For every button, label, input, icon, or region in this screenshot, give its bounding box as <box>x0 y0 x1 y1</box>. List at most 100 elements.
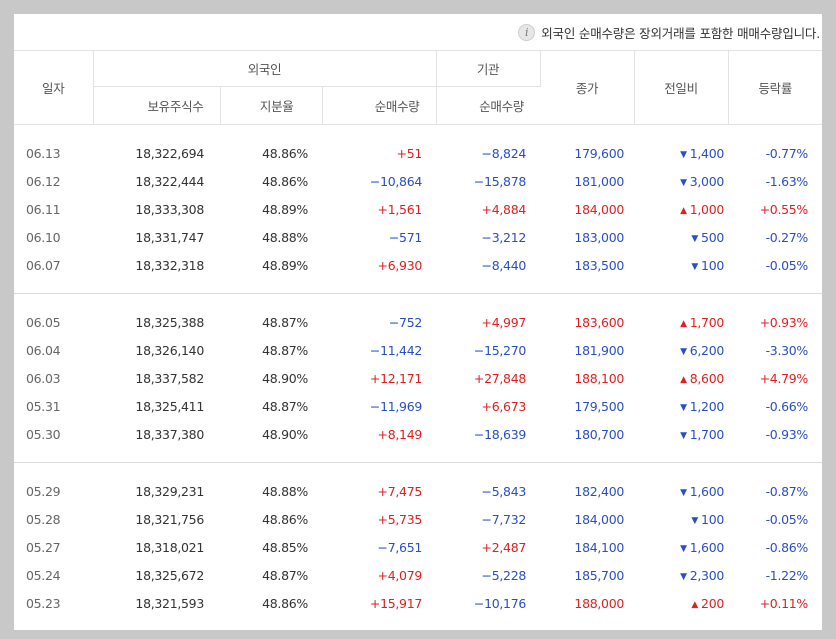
cell-holdings: 18,322,444 <box>135 173 204 189</box>
cell-share: 48.88% <box>262 229 308 245</box>
cell-inst-net: +4,884 <box>481 201 527 217</box>
cell-date: 05.30 <box>26 426 61 442</box>
cell-close: 179,500 <box>574 398 625 414</box>
cell-share: 48.87% <box>262 314 308 330</box>
cell-foreign-net: +15,917 <box>369 595 423 611</box>
cell-rate: +0.93% <box>759 314 809 330</box>
cell-close: 184,000 <box>574 511 625 527</box>
cell-inst-net: −8,440 <box>481 257 527 273</box>
cell-rate: -1.63% <box>765 173 809 189</box>
cell-close: 181,000 <box>574 173 625 189</box>
triangle-down-icon: ▼ <box>680 571 687 582</box>
table-row: 05.27 18,318,021 48.85% −7,651 +2,487 184,100… <box>14 533 822 561</box>
cell-close: 183,600 <box>574 314 625 330</box>
cell-rate: -0.66% <box>765 398 809 414</box>
cell-close: 188,000 <box>574 595 625 611</box>
header-institution: 기관 <box>436 50 541 87</box>
change-value: 1,400 <box>689 145 725 161</box>
cell-holdings: 18,333,308 <box>135 201 204 217</box>
cell-change: ▼ 2,300 <box>634 561 728 589</box>
cell-holdings: 18,321,756 <box>135 511 204 527</box>
cell-change: ▼ 100 <box>634 505 728 533</box>
triangle-down-icon: ▼ <box>691 233 699 244</box>
cell-change: ▼ 100 <box>634 251 728 279</box>
cell-inst-net: −18,639 <box>473 426 527 442</box>
cell-share: 48.89% <box>262 201 308 217</box>
cell-date: 06.10 <box>26 229 61 245</box>
cell-foreign-net: −10,864 <box>369 173 423 189</box>
group-divider <box>14 462 822 463</box>
group-divider <box>14 293 822 294</box>
investor-trading-panel: i 외국인 순매수량은 장외거래를 포함한 매매수량입니다. 일자 외국인 기관… <box>14 14 822 630</box>
cell-foreign-net: +5,735 <box>377 511 423 527</box>
cell-close: 184,100 <box>574 539 625 555</box>
cell-holdings: 18,318,021 <box>135 539 204 555</box>
triangle-down-icon: ▼ <box>680 177 687 188</box>
cell-close: 182,400 <box>574 483 625 499</box>
cell-holdings: 18,325,672 <box>135 567 204 583</box>
cell-inst-net: −15,878 <box>473 173 527 189</box>
cell-date: 06.07 <box>26 257 61 273</box>
cell-share: 48.86% <box>262 173 308 189</box>
triangle-down-icon: ▼ <box>680 543 687 554</box>
table-row: 05.23 18,321,593 48.86% +15,917 −10,176 188,0… <box>14 589 822 617</box>
cell-share: 48.86% <box>262 511 308 527</box>
header-inst-net: 순매수량 <box>436 86 541 125</box>
triangle-up-icon: ▲ <box>680 318 687 329</box>
cell-holdings: 18,325,411 <box>135 398 204 414</box>
change-value: 1,600 <box>689 483 725 499</box>
cell-rate: -1.22% <box>765 567 809 583</box>
cell-close: 180,700 <box>574 426 625 442</box>
header-close: 종가 <box>540 50 635 125</box>
change-value: 1,600 <box>689 539 725 555</box>
triangle-up-icon: ▲ <box>680 205 687 216</box>
cell-foreign-net: −11,969 <box>369 398 423 414</box>
table-row: 06.12 18,322,444 48.86% −10,864 −15,878 181,0… <box>14 167 822 195</box>
header-rate: 등락률 <box>728 50 822 125</box>
cell-inst-net: +2,487 <box>481 539 527 555</box>
group-spacer <box>14 617 822 630</box>
cell-holdings: 18,321,593 <box>135 595 204 611</box>
cell-close: 179,600 <box>574 145 625 161</box>
cell-rate: -0.27% <box>765 229 809 245</box>
cell-inst-net: −5,843 <box>481 483 527 499</box>
cell-holdings: 18,337,380 <box>135 426 204 442</box>
table-row: 06.07 18,332,318 48.89% +6,930 −8,440 183,500… <box>14 251 822 279</box>
cell-holdings: 18,322,694 <box>135 145 204 161</box>
table-row: 06.03 18,337,582 48.90% +12,171 +27,848 188,1… <box>14 364 822 392</box>
triangle-up-icon: ▲ <box>691 599 699 610</box>
cell-inst-net: −5,228 <box>481 567 527 583</box>
header-date: 일자 <box>14 50 94 125</box>
cell-inst-net: +6,673 <box>481 398 527 414</box>
cell-holdings: 18,329,231 <box>135 483 204 499</box>
group-spacer <box>14 448 822 463</box>
cell-share: 48.89% <box>262 257 308 273</box>
cell-inst-net: −8,824 <box>481 145 527 161</box>
cell-date: 05.29 <box>26 483 61 499</box>
investor-table: 일자 외국인 기관 종가 전일비 등락률 보유주식수 지분율 순매수량 순매수량… <box>14 50 822 630</box>
cell-rate: -0.05% <box>765 511 809 527</box>
notice: i 외국인 순매수량은 장외거래를 포함한 매매수량입니다. <box>518 22 820 42</box>
change-value: 1,700 <box>689 314 725 330</box>
cell-inst-net: −10,176 <box>473 595 527 611</box>
cell-date: 06.03 <box>26 370 61 386</box>
cell-holdings: 18,332,318 <box>135 257 204 273</box>
cell-foreign-net: +4,079 <box>377 567 423 583</box>
cell-change: ▼ 1,200 <box>634 392 728 420</box>
cell-share: 48.87% <box>262 398 308 414</box>
table-row: 06.04 18,326,140 48.87% −11,442 −15,270 181,9… <box>14 336 822 364</box>
table-row: 05.28 18,321,756 48.86% +5,735 −7,732 184,000… <box>14 505 822 533</box>
cell-share: 48.88% <box>262 483 308 499</box>
header-change: 전일비 <box>634 50 729 125</box>
cell-change: ▲ 1,700 <box>634 308 728 336</box>
cell-foreign-net: +1,561 <box>377 201 423 217</box>
change-value: 200 <box>701 595 725 611</box>
cell-foreign-net: +6,930 <box>377 257 423 273</box>
cell-change: ▼ 1,600 <box>634 477 728 505</box>
info-icon[interactable]: i <box>518 23 536 41</box>
table-row: 05.31 18,325,411 48.87% −11,969 +6,673 179,50… <box>14 392 822 420</box>
cell-change: ▼ 500 <box>634 223 728 251</box>
cell-rate: +4.79% <box>759 370 809 386</box>
change-value: 8,600 <box>689 370 725 386</box>
cell-holdings: 18,326,140 <box>135 342 204 358</box>
